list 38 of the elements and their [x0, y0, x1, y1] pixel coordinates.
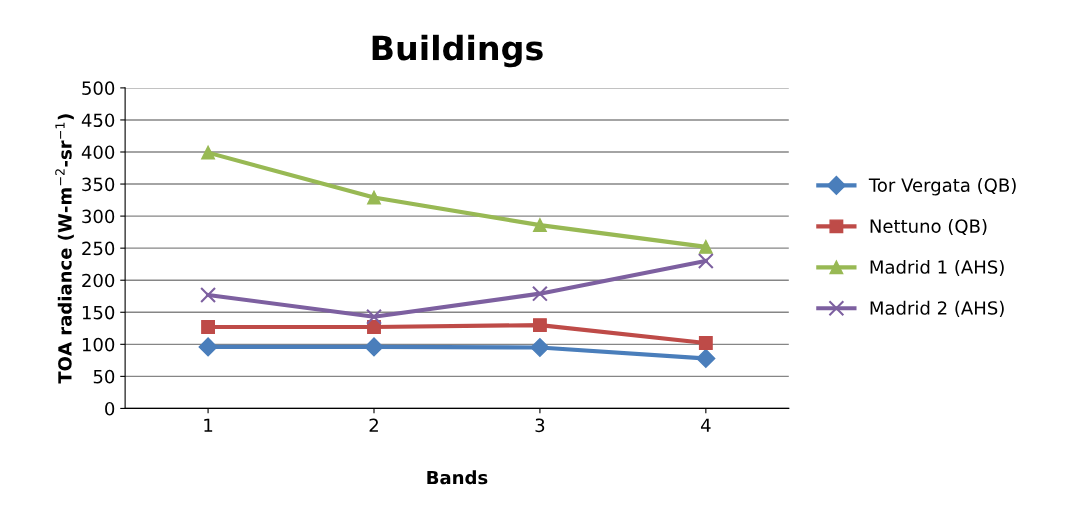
y-tick-label: 500: [82, 81, 115, 96]
point: [532, 318, 547, 333]
point: [200, 286, 217, 303]
point: [201, 145, 216, 160]
legend-label: Nettuno (QB): [870, 218, 987, 236]
x-axis-title: Bands: [427, 470, 488, 485]
point: [198, 337, 218, 357]
point: [364, 337, 384, 357]
y-tick-label: 200: [82, 273, 115, 288]
point: [201, 320, 216, 334]
point: [696, 348, 716, 368]
point: [697, 253, 714, 269]
x-tick-label: 1: [204, 418, 213, 432]
point: [530, 337, 550, 358]
y-tick-label: 150: [82, 305, 115, 320]
chart-title: Buildings: [372, 34, 543, 68]
y-tick-label: 300: [82, 209, 115, 224]
y-tick-label: 350: [82, 177, 115, 192]
y-tick-label: 400: [81, 145, 115, 160]
y-tick-label: 450: [81, 113, 115, 128]
y-tick-label: 250: [82, 241, 115, 256]
point: [367, 320, 381, 334]
legend-label: Madrid 1 (AHS): [870, 259, 1004, 276]
point: [698, 239, 713, 254]
legend-label: Madrid 2 (AHS): [870, 300, 1004, 317]
point: [367, 190, 381, 205]
x-tick-label: 2: [369, 418, 378, 432]
x-tick-label: 3: [535, 418, 545, 433]
legend-label: Tor Vergata (QB): [868, 178, 1016, 196]
point: [698, 336, 713, 350]
point: [531, 285, 548, 302]
y-tick-label: 0: [105, 401, 115, 416]
y-tick-label: 100: [82, 337, 115, 352]
point: [366, 308, 382, 325]
y-tick-label: 50: [93, 369, 115, 384]
y-axis-title: TOA radiance (W-m$^{−2}$-sr$^{−1}$): [55, 114, 74, 384]
point: [532, 218, 547, 233]
x-tick-label: 4: [700, 418, 711, 432]
